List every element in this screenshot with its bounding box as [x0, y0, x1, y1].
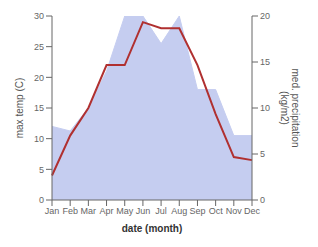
svg-text:Oct: Oct	[209, 206, 224, 216]
svg-text:10: 10	[260, 103, 270, 113]
svg-text:Jan: Jan	[45, 206, 60, 216]
svg-text:Apr: Apr	[100, 206, 114, 216]
svg-text:20: 20	[34, 73, 44, 83]
svg-text:Feb: Feb	[62, 206, 78, 216]
svg-text:25: 25	[34, 42, 44, 52]
svg-text:Dec: Dec	[244, 206, 261, 216]
svg-text:20: 20	[260, 11, 270, 21]
svg-text:0: 0	[39, 195, 44, 205]
svg-text:Sep: Sep	[189, 206, 205, 216]
svg-text:Jun: Jun	[136, 206, 151, 216]
svg-text:30: 30	[34, 11, 44, 21]
svg-text:15: 15	[260, 57, 270, 67]
svg-text:5: 5	[260, 149, 265, 159]
svg-text:0: 0	[260, 195, 265, 205]
svg-text:Nov: Nov	[226, 206, 243, 216]
svg-text:May: May	[116, 206, 134, 216]
svg-text:Mar: Mar	[81, 206, 97, 216]
svg-text:date (month): date (month)	[122, 223, 183, 234]
svg-text:Jul: Jul	[155, 206, 167, 216]
svg-text:5: 5	[39, 165, 44, 175]
svg-text:Aug: Aug	[171, 206, 187, 216]
svg-text:max temp (C): max temp (C)	[14, 78, 25, 139]
svg-text:med. precipitation(kg/m2): med. precipitation(kg/m2)	[279, 69, 302, 148]
svg-text:15: 15	[34, 103, 44, 113]
svg-text:10: 10	[34, 134, 44, 144]
